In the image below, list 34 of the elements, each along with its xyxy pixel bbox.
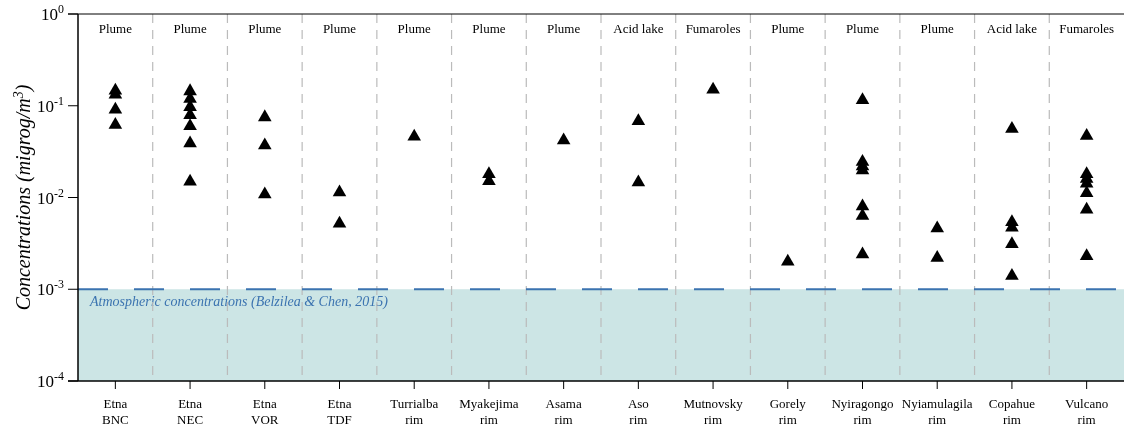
y-tick-label: 10$^{-1}$ [37,93,65,116]
annotation: Plume [397,21,432,36]
x-tick-label: Gorely rim [769,396,807,427]
annotation: Plume [920,21,955,36]
x-tick-label: Nyiamulagila rim [901,396,973,427]
x-tick-label: Nyiragongo rim [831,396,894,427]
x-tick-label: Etna TDF [327,396,352,427]
annotation: Acid lake [986,21,1038,36]
x-tick-label: Etna NEC [177,396,204,427]
annotation: Acid lake [613,21,664,36]
annotation: Plume [98,21,133,36]
x-tick-label: Copahue rim [988,396,1036,427]
annotation: Plume [845,21,880,36]
x-tick-label: Asama rim [545,396,582,427]
y-tick-label: 10$^{-2}$ [37,185,65,208]
x-tick-label: Turrialba rim [390,396,439,427]
annotation: Fumaroles [1059,21,1115,36]
annotation: Fumaroles [685,21,741,36]
x-tick-label: Mutnovsky rim [683,396,744,427]
x-tick-label: Aso rim [627,396,649,427]
x-tick-label: Etna VOR [251,396,279,427]
y-tick-label: 10$^{-3}$ [37,277,65,300]
y-tick-label: 10$^{0}$ [41,2,65,24]
y-tick-label: 10$^{-4}$ [37,369,65,391]
annotation: Plume [248,21,282,36]
x-tick-label: Vulcano rim [1065,396,1109,427]
annotation: Plume [547,21,581,36]
annotation: Plume [322,21,357,36]
annotation: Plume [173,21,207,36]
x-tick-label: Etna BNC [101,396,129,427]
annotation: Plume [472,21,506,36]
band-label: Atmospheric concentrations (Belzilea & Chen, 2015) [89,294,389,311]
x-tick-label: Myakejima rim [459,396,519,427]
annotation: Plume [771,21,805,36]
